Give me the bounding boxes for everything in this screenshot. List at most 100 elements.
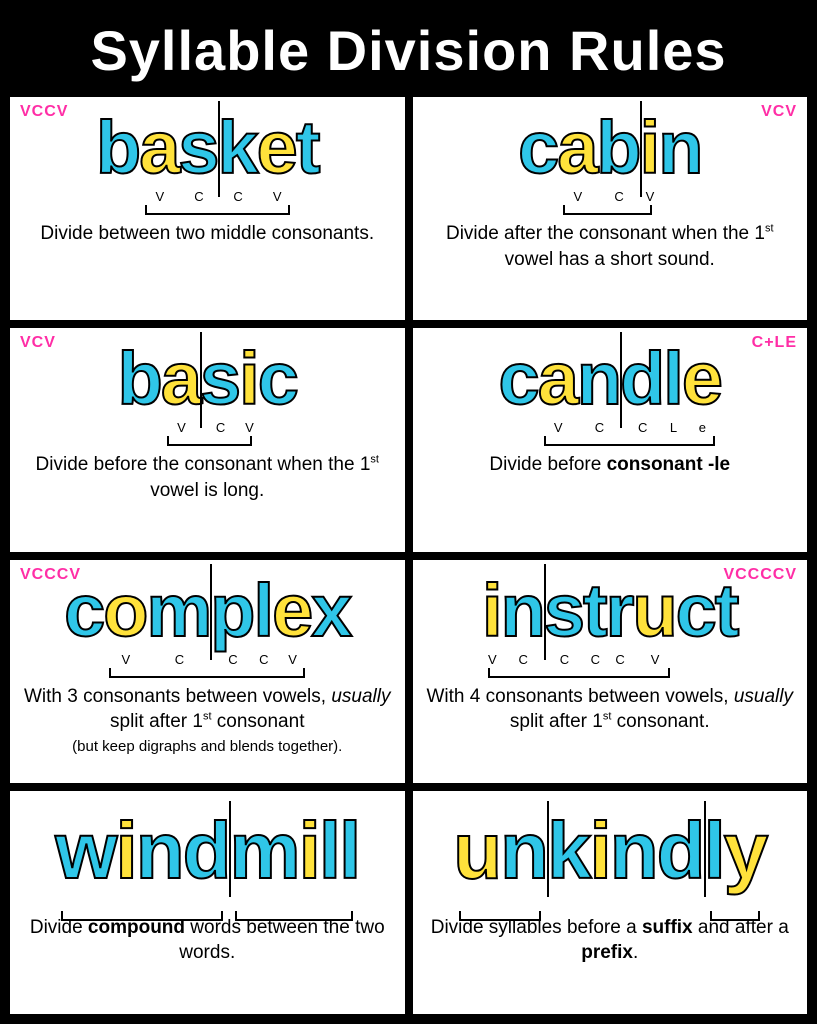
syllable-divider [640, 101, 642, 197]
letter: n [500, 811, 547, 891]
letter: b [118, 342, 161, 416]
syllable-divider [210, 564, 212, 660]
letter: m [229, 811, 298, 891]
example-word: unkindly [453, 811, 766, 891]
letter-type-label: C [175, 653, 182, 666]
rule-cell: V C C C VcoVmCpClCeVx With 3 consonants betwe… [10, 560, 405, 783]
letter-type-label: C [615, 653, 622, 666]
letter: dC [620, 342, 663, 416]
example-word: baVsCkCeVt [96, 111, 318, 185]
letter: iV [640, 111, 659, 185]
grouping-bracket [459, 911, 541, 921]
letter-type-label: C [216, 421, 223, 434]
letter-type-label: C [560, 653, 567, 666]
rule-cell: VCVbaVsCiVcDivide before the consonant w… [10, 328, 405, 551]
syllable-divider [547, 801, 549, 897]
letter: c [258, 342, 297, 416]
letter: bC [596, 111, 639, 185]
grouping-bracket [109, 668, 305, 678]
letter: i [115, 811, 135, 891]
syllable-divider [218, 101, 220, 197]
letter: n [610, 811, 657, 891]
letter: n [658, 111, 701, 185]
letter: lL [663, 342, 682, 416]
letter-type-label: V [651, 653, 658, 666]
letter: l [319, 811, 339, 891]
syllable-divider [620, 332, 622, 428]
letter-type-label: C [591, 653, 598, 666]
grouping-bracket [488, 668, 670, 678]
letter: ee [682, 342, 721, 416]
letter: l [704, 811, 724, 891]
letter: lC [254, 574, 273, 648]
grouping-bracket [61, 911, 223, 921]
letter-type-label: C [614, 190, 621, 203]
rule-tag: VCCV [20, 103, 68, 121]
letter-type-label: V [554, 421, 561, 434]
letter: oV [103, 574, 146, 648]
letter: i [590, 811, 610, 891]
letter: c [499, 342, 538, 416]
letter: aV [161, 342, 200, 416]
rule-description: Divide syllables before a suffix and aft… [421, 915, 800, 966]
example-word: caVnCdClLee [499, 342, 721, 416]
letter-type-label: C [259, 653, 266, 666]
example-word: coVmCpClCeVx [64, 574, 350, 648]
letter: c [518, 111, 557, 185]
syllable-divider [704, 801, 706, 897]
letter-type-label: L [670, 421, 675, 434]
letter: iV [482, 574, 501, 648]
letter: sC [544, 574, 583, 648]
rule-description: Divide before the consonant when the 1st… [18, 452, 397, 503]
letter-type-label: V [155, 190, 162, 203]
rule-cell: unkindlyDivide syllables before a suffix… [413, 791, 808, 1014]
letter: y [724, 811, 767, 891]
page-title: Syllable Division Rules [10, 10, 807, 97]
rule-tag: VCV [761, 103, 797, 121]
letter: tC [583, 574, 606, 648]
letter: kC [218, 111, 257, 185]
letter-type-label: V [288, 653, 295, 666]
letter-type-label: V [245, 421, 252, 434]
letter-type-label: V [122, 653, 129, 666]
letter: d [183, 811, 230, 891]
letter: k [547, 811, 590, 891]
rule-description: Divide compound words between the two wo… [18, 915, 397, 966]
letter: u [453, 811, 500, 891]
letter: c [64, 574, 103, 648]
letter: eV [272, 574, 311, 648]
letter-type-label: V [646, 190, 653, 203]
letter: l [339, 811, 359, 891]
rule-description: Divide before consonant -le [485, 452, 734, 478]
syllable-divider [200, 332, 202, 428]
letter-type-label: C [228, 653, 235, 666]
example-word: caVbCiVn [518, 111, 701, 185]
letter: uV [632, 574, 675, 648]
letter: d [657, 811, 704, 891]
example-word: windmill [55, 811, 359, 891]
rule-tag: C+LE [752, 334, 797, 352]
rule-description: With 4 consonants between vowels, usuall… [421, 684, 800, 735]
letter: eV [257, 111, 296, 185]
letter-type-label: V [177, 421, 184, 434]
letter: nC [577, 342, 620, 416]
letter: iV [239, 342, 258, 416]
letter: t [715, 574, 738, 648]
letter-type-label: V [488, 653, 495, 666]
grouping-bracket [145, 205, 290, 215]
rule-cell: windmill Divide compound words between th… [10, 791, 405, 1014]
grouping-bracket [710, 911, 761, 921]
letter: aV [538, 342, 577, 416]
letter: aV [557, 111, 596, 185]
rule-cell: VCCVbaVsCkCeVtDivide between two middle … [10, 97, 405, 320]
example-word: iVnCsCtCrCuVct [482, 574, 737, 648]
poster: Syllable Division Rules VCCVbaVsCkCeVtDi… [0, 0, 817, 1024]
letter-type-label: C [595, 421, 602, 434]
letter-type-label: e [699, 421, 704, 434]
letter: i [299, 811, 319, 891]
letter: pC [210, 574, 253, 648]
rule-description: With 3 consonants between vowels, usuall… [18, 684, 397, 758]
grouping-bracket [563, 205, 652, 215]
letter-type-label: C [233, 190, 240, 203]
letter-type-label: C [638, 421, 645, 434]
